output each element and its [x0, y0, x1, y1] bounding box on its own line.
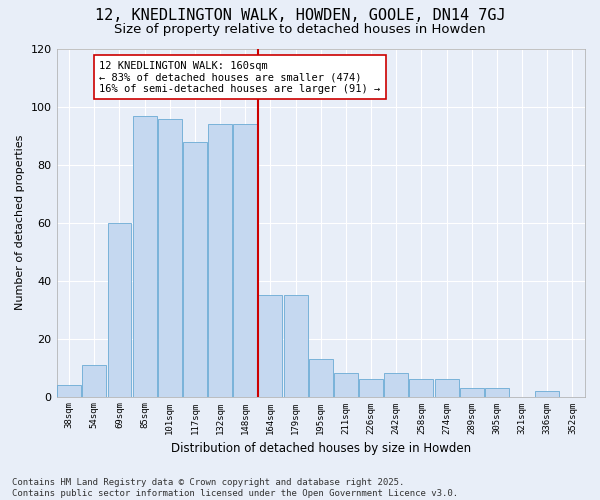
- Bar: [485, 388, 509, 396]
- Bar: [385, 374, 408, 396]
- Bar: [409, 379, 433, 396]
- Bar: [57, 385, 81, 396]
- Bar: [284, 295, 308, 396]
- Bar: [259, 295, 283, 396]
- Bar: [107, 223, 131, 396]
- X-axis label: Distribution of detached houses by size in Howden: Distribution of detached houses by size …: [171, 442, 471, 455]
- Text: Size of property relative to detached houses in Howden: Size of property relative to detached ho…: [114, 22, 486, 36]
- Bar: [334, 374, 358, 396]
- Text: 12, KNEDLINGTON WALK, HOWDEN, GOOLE, DN14 7GJ: 12, KNEDLINGTON WALK, HOWDEN, GOOLE, DN1…: [95, 8, 505, 22]
- Bar: [133, 116, 157, 396]
- Y-axis label: Number of detached properties: Number of detached properties: [15, 135, 25, 310]
- Bar: [158, 118, 182, 396]
- Bar: [233, 124, 257, 396]
- Bar: [535, 391, 559, 396]
- Bar: [208, 124, 232, 396]
- Text: Contains HM Land Registry data © Crown copyright and database right 2025.
Contai: Contains HM Land Registry data © Crown c…: [12, 478, 458, 498]
- Bar: [82, 364, 106, 396]
- Bar: [309, 359, 333, 397]
- Text: 12 KNEDLINGTON WALK: 160sqm
← 83% of detached houses are smaller (474)
16% of se: 12 KNEDLINGTON WALK: 160sqm ← 83% of det…: [100, 60, 380, 94]
- Bar: [183, 142, 207, 396]
- Bar: [460, 388, 484, 396]
- Bar: [359, 379, 383, 396]
- Bar: [434, 379, 458, 396]
